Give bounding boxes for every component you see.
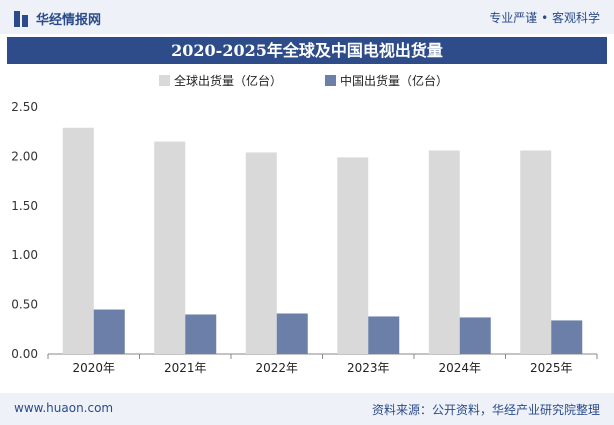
x-tick-label: 2022年 bbox=[255, 361, 298, 375]
x-tick-label: 2023年 bbox=[347, 361, 390, 375]
y-tick-label: 0.00 bbox=[11, 347, 38, 361]
bar-global bbox=[520, 150, 552, 354]
chart-title: 2020-2025年全球及中国电视出货量 bbox=[7, 37, 607, 64]
bar-china bbox=[459, 317, 491, 354]
y-tick-label: 1.00 bbox=[11, 248, 38, 262]
x-tick-label: 2020年 bbox=[72, 361, 115, 375]
legend-swatch bbox=[325, 75, 336, 86]
y-tick-label: 0.50 bbox=[11, 298, 38, 312]
bar-global bbox=[245, 152, 277, 354]
bar-global bbox=[62, 127, 94, 354]
bar-china bbox=[185, 314, 217, 354]
y-tick-label: 2.50 bbox=[11, 100, 38, 114]
y-tick-label: 1.50 bbox=[11, 199, 38, 213]
x-tick-label: 2025年 bbox=[530, 361, 573, 375]
bar-china bbox=[93, 309, 125, 354]
logo-text: 华经情报网 bbox=[36, 13, 102, 28]
website-link[interactable]: www.huaon.com bbox=[14, 401, 114, 415]
y-tick-label: 2.00 bbox=[11, 149, 38, 163]
bar-global bbox=[337, 157, 369, 354]
logo: 华经情报网 bbox=[14, 9, 101, 28]
bar-global bbox=[428, 150, 460, 354]
logo-icon bbox=[14, 10, 30, 27]
tagline: 专业严谨 • 客观科学 bbox=[489, 11, 600, 25]
footer-bar: www.huaon.com 资料来源：公开资料，华经产业研究院整理 bbox=[0, 393, 614, 425]
legend-label: 中国出货量（亿台） bbox=[340, 73, 448, 88]
bar-china bbox=[368, 316, 400, 354]
bar-china bbox=[276, 313, 308, 354]
bar-global bbox=[154, 141, 186, 354]
header-bar: 华经情报网 专业严谨 • 客观科学 bbox=[0, 0, 614, 34]
bar-chart: 0.00 0.50 1.00 1.50 2.00 2.50 2020年 2021年 2022年 2… bbox=[11, 73, 598, 375]
source-note: 资料来源：公开资料，华经产业研究院整理 bbox=[371, 403, 600, 417]
legend-label: 全球出货量（亿台） bbox=[174, 73, 282, 88]
bar-china bbox=[551, 320, 583, 354]
legend-swatch bbox=[159, 75, 170, 86]
x-tick-label: 2024年 bbox=[438, 361, 481, 375]
x-tick-label: 2021年 bbox=[164, 361, 207, 375]
